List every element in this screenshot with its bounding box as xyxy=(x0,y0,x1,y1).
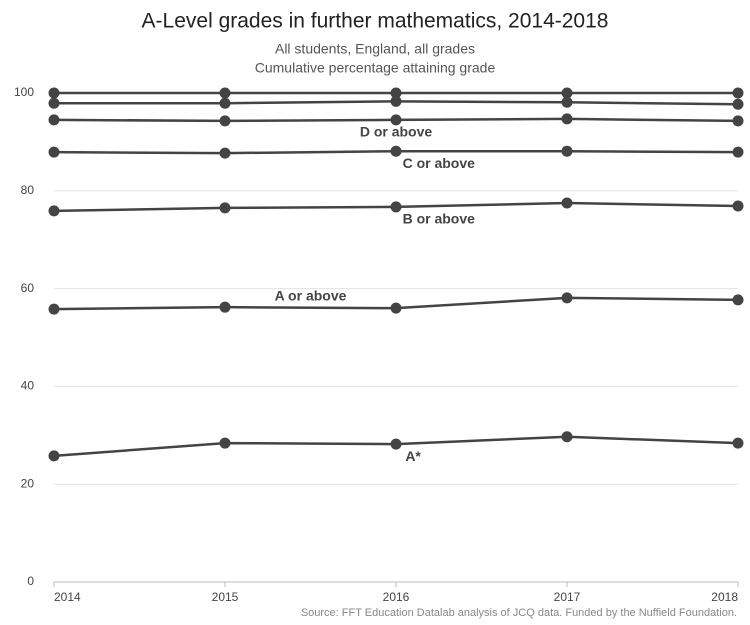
data-point xyxy=(561,113,573,125)
data-point xyxy=(732,115,744,127)
data-point xyxy=(48,114,60,126)
data-point xyxy=(561,145,573,157)
data-point xyxy=(48,87,60,99)
y-tick-label: 100 xyxy=(14,85,34,99)
data-point xyxy=(219,437,231,449)
data-point xyxy=(219,97,231,109)
x-tick-label: 2017 xyxy=(554,590,581,604)
data-point xyxy=(390,87,402,99)
data-point xyxy=(219,147,231,159)
data-point xyxy=(219,301,231,313)
y-tick-label: 80 xyxy=(21,183,35,197)
subtitle: All students, England, all grades xyxy=(275,41,475,57)
x-tick-label: 2018 xyxy=(711,590,738,604)
data-point xyxy=(732,200,744,212)
data-point xyxy=(390,302,402,314)
data-point xyxy=(48,450,60,462)
data-point xyxy=(390,114,402,126)
x-tick-label: 2014 xyxy=(54,590,81,604)
data-point xyxy=(561,96,573,108)
data-point xyxy=(732,87,744,99)
series-label: A* xyxy=(405,448,421,464)
series-label: B or above xyxy=(403,211,476,227)
data-point xyxy=(561,197,573,209)
data-point xyxy=(561,292,573,304)
data-point xyxy=(390,95,402,107)
x-tick-label: 2016 xyxy=(383,590,410,604)
data-point xyxy=(48,146,60,158)
data-point xyxy=(390,201,402,213)
data-point xyxy=(390,438,402,450)
data-point xyxy=(732,294,744,306)
data-point xyxy=(390,145,402,157)
data-point xyxy=(732,146,744,158)
data-point xyxy=(219,202,231,214)
data-point xyxy=(48,205,60,217)
y-tick-label: 20 xyxy=(21,476,35,490)
x-tick-label: 2015 xyxy=(212,590,239,604)
series-label: D or above xyxy=(360,124,433,140)
data-point xyxy=(48,97,60,109)
y-tick-label: 0 xyxy=(27,574,34,588)
chart-title: A-Level grades in further mathematics, 2… xyxy=(142,10,609,33)
data-point xyxy=(219,115,231,127)
data-point xyxy=(219,87,231,99)
source-note: Source: FFT Education Datalab analysis o… xyxy=(301,607,737,619)
y-tick-label: 60 xyxy=(21,281,35,295)
data-point xyxy=(561,87,573,99)
data-point xyxy=(48,303,60,315)
subtitle: Cumulative percentage attaining grade xyxy=(255,60,496,76)
y-tick-label: 40 xyxy=(21,379,35,393)
data-point xyxy=(561,431,573,443)
series-label: C or above xyxy=(403,155,476,171)
data-point xyxy=(732,437,744,449)
data-point xyxy=(732,98,744,110)
series-label: A or above xyxy=(275,287,347,303)
